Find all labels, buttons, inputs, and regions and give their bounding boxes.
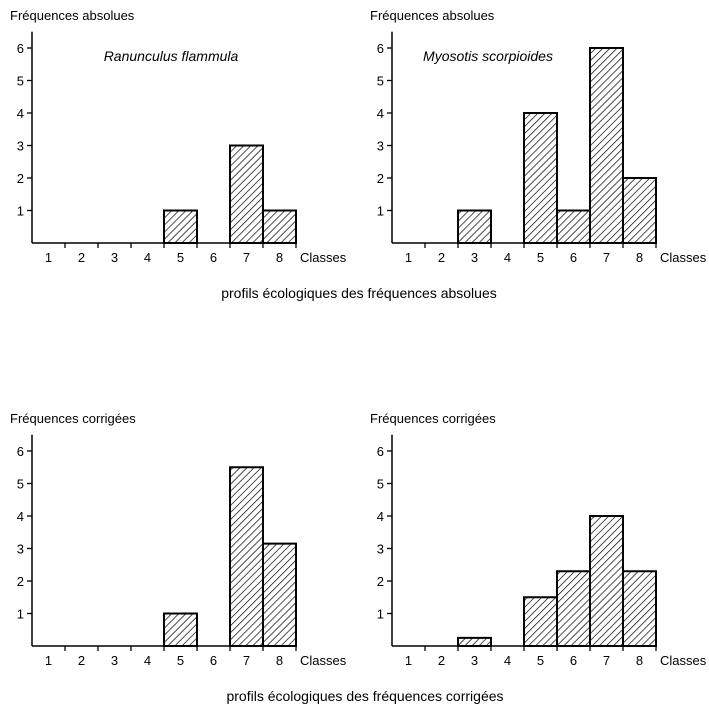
x-tick-label: 8	[276, 250, 283, 265]
y-tick-label: 3	[17, 542, 24, 557]
y-tick-label: 3	[377, 542, 384, 557]
x-axis-label: Classes	[300, 653, 347, 668]
y-axis-label: Fréquences absolues	[370, 8, 495, 23]
bar	[229, 466, 264, 647]
x-tick-label: 6	[210, 250, 217, 265]
bar	[622, 570, 657, 647]
y-tick-label: 5	[377, 74, 384, 89]
x-tick-label: 5	[177, 653, 184, 668]
bar	[229, 144, 264, 244]
x-axis-label: Classes	[660, 250, 707, 265]
x-tick-label: 1	[45, 250, 52, 265]
chart-myosotis-absolute: Fréquences absolues 1 2 3 4 5 6 1 2 3 4 5 6 7 8 Classes…	[370, 8, 707, 265]
bar	[262, 542, 297, 647]
y-tick-label: 1	[377, 607, 384, 622]
y-axis-label: Fréquences corrigées	[10, 411, 136, 426]
y-tick-label: 4	[17, 106, 24, 121]
y-tick-label: 6	[17, 444, 24, 459]
y-tick-label: 1	[377, 204, 384, 219]
y-tick-label: 5	[377, 477, 384, 492]
x-tick-label: 7	[243, 250, 250, 265]
x-tick-label: 2	[438, 250, 445, 265]
y-tick-label: 4	[377, 106, 384, 121]
bar	[163, 612, 198, 647]
x-tick-label: 5	[537, 653, 544, 668]
bar	[262, 209, 297, 244]
species-annotation: Myosotis scorpioides	[423, 48, 553, 64]
x-tick-label: 2	[78, 250, 85, 265]
y-tick-label: 2	[17, 574, 24, 589]
x-tick-label: 4	[144, 250, 151, 265]
y-tick-label: 6	[17, 41, 24, 56]
x-tick-label: 6	[570, 653, 577, 668]
x-tick-label: 8	[276, 653, 283, 668]
y-axis-label: Fréquences corrigées	[370, 411, 496, 426]
y-tick-label: 4	[17, 509, 24, 524]
bar	[622, 177, 657, 244]
bar	[523, 112, 558, 244]
x-tick-label: 4	[144, 653, 151, 668]
y-tick-label: 2	[377, 574, 384, 589]
y-tick-label: 2	[377, 171, 384, 186]
chart-ranunculus-corrected: Fréquences corrigées 1 2 3 4 5 6 1 2 3 4 5 6 7 8 Classe…	[10, 411, 347, 668]
y-tick-label: 6	[377, 41, 384, 56]
y-tick-label: 1	[17, 607, 24, 622]
x-tick-label: 5	[177, 250, 184, 265]
x-tick-label: 2	[78, 653, 85, 668]
y-tick-label: 2	[17, 171, 24, 186]
y-tick-label: 3	[377, 139, 384, 154]
x-tick-label: 4	[504, 250, 511, 265]
bar	[556, 570, 591, 647]
species-annotation: Ranunculus flammula	[104, 48, 239, 64]
y-tick-label: 5	[17, 477, 24, 492]
x-tick-label: 1	[405, 653, 412, 668]
bar	[163, 209, 198, 244]
x-tick-label: 7	[603, 250, 610, 265]
x-axis-label: Classes	[300, 250, 347, 265]
chart-myosotis-corrected: Fréquences corrigées 1 2 3 4 5 6 1 2 3 4 5 6 7 8 Classe…	[370, 411, 707, 668]
x-tick-label: 7	[243, 653, 250, 668]
y-axis-label: Fréquences absolues	[10, 8, 135, 23]
bar	[523, 596, 558, 647]
x-tick-label: 4	[504, 653, 511, 668]
bar	[589, 515, 624, 647]
x-axis-label: Classes	[660, 653, 707, 668]
caption-absolute: profils écologiques des fréquences absol…	[221, 285, 497, 301]
y-tick-label: 4	[377, 509, 384, 524]
x-tick-label: 3	[471, 250, 478, 265]
x-tick-label: 3	[471, 653, 478, 668]
x-tick-label: 3	[111, 250, 118, 265]
x-tick-label: 7	[603, 653, 610, 668]
y-tick-label: 5	[17, 74, 24, 89]
bar	[589, 47, 624, 244]
x-tick-label: 3	[111, 653, 118, 668]
x-tick-label: 8	[636, 653, 643, 668]
caption-corrected: profils écologiques des fréquences corri…	[226, 688, 503, 704]
chart-ranunculus-absolute: Fréquences absolues 1 2 3 4 5 6 1 2 3 4 5 6 7 8 Classes…	[10, 8, 347, 265]
y-tick-label: 3	[17, 139, 24, 154]
bar	[457, 209, 492, 244]
y-tick-label: 6	[377, 444, 384, 459]
x-tick-label: 8	[636, 250, 643, 265]
x-tick-label: 2	[438, 653, 445, 668]
x-tick-label: 1	[405, 250, 412, 265]
x-tick-label: 6	[210, 653, 217, 668]
x-tick-label: 6	[570, 250, 577, 265]
y-tick-label: 1	[17, 204, 24, 219]
bar	[556, 209, 591, 244]
bar	[457, 636, 492, 647]
x-tick-label: 1	[45, 653, 52, 668]
x-tick-label: 5	[537, 250, 544, 265]
